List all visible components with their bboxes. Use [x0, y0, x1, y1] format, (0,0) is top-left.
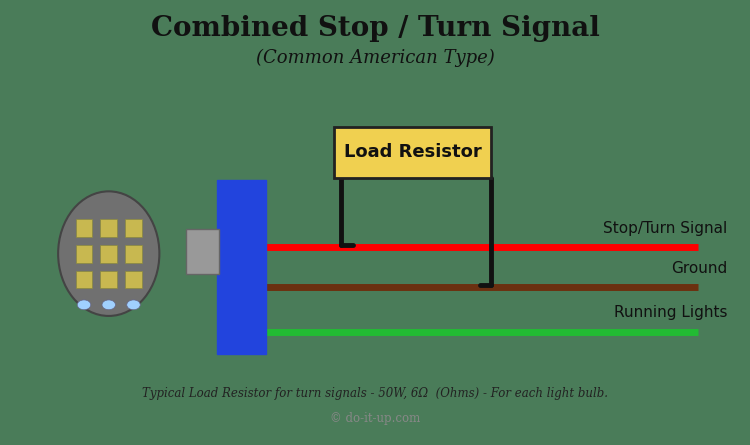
Bar [100, 245, 117, 263]
Text: Typical Load Resistor for turn signals - 50W, 6Ω  (Ohms) - For each light bulb.: Typical Load Resistor for turn signals -… [142, 387, 608, 400]
Text: Load Resistor: Load Resistor [344, 143, 482, 162]
Bar [125, 219, 142, 237]
Bar [334, 127, 491, 178]
Bar [76, 245, 92, 263]
Bar [100, 219, 117, 237]
Text: Stop/Turn Signal: Stop/Turn Signal [603, 221, 728, 236]
Ellipse shape [58, 191, 159, 316]
Ellipse shape [127, 300, 140, 310]
Bar [125, 271, 142, 288]
Text: Ground: Ground [671, 261, 728, 276]
Text: Combined Stop / Turn Signal: Combined Stop / Turn Signal [151, 16, 599, 42]
Ellipse shape [102, 300, 116, 310]
Bar [125, 245, 142, 263]
Bar [76, 271, 92, 288]
Ellipse shape [77, 300, 91, 310]
Bar [217, 180, 266, 354]
Bar [186, 229, 219, 274]
Text: © do-it-up.com: © do-it-up.com [330, 412, 420, 425]
Bar [100, 271, 117, 288]
Bar [76, 219, 92, 237]
Text: (Common American Type): (Common American Type) [256, 49, 494, 67]
Text: Running Lights: Running Lights [614, 305, 728, 320]
